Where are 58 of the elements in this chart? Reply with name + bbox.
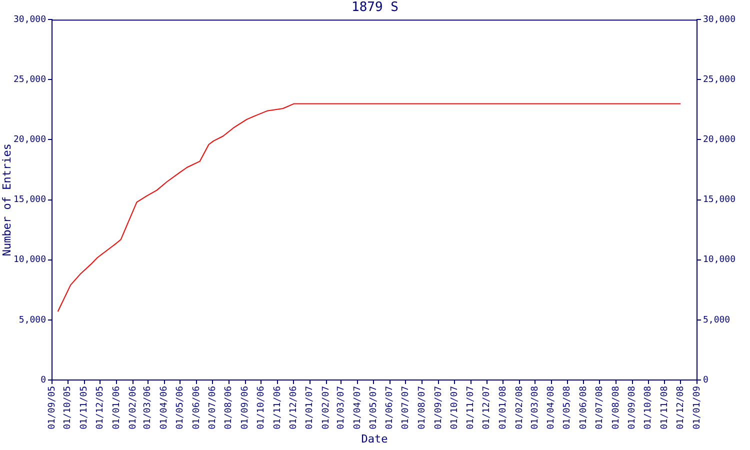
x-tick-label: 01/01/07	[305, 386, 316, 430]
x-tick-label: 01/07/08	[594, 386, 605, 430]
x-tick-label: 01/12/08	[676, 386, 686, 430]
x-tick-label: 01/09/07	[434, 386, 444, 430]
y2-tick-label: 20,000	[703, 135, 736, 146]
y2-tick-label: 10,000	[703, 255, 736, 266]
x-tick-label: 01/05/07	[368, 386, 379, 430]
x-tick-label: 01/03/06	[143, 386, 154, 430]
x-tick-label: 01/02/06	[128, 386, 138, 430]
y-tick-label: 0	[40, 375, 46, 386]
y2-tick-label: 15,000	[703, 195, 736, 206]
x-tick-label: 01/04/07	[352, 386, 363, 430]
y-tick-label: 20,000	[13, 135, 46, 146]
x-tick-label: 01/12/05	[96, 386, 106, 430]
x-tick-label: 01/10/05	[63, 386, 74, 430]
x-tick-label: 01/11/05	[80, 386, 90, 430]
x-tick-label: 01/08/07	[418, 386, 428, 430]
x-tick-label: 01/03/07	[336, 386, 346, 430]
x-tick-label: 01/05/08	[562, 386, 573, 430]
y-axis-title: Number of Entries	[0, 144, 14, 256]
x-tick-label: 01/02/07	[322, 386, 332, 430]
x-tick-label: 01/11/08	[660, 386, 670, 430]
x-tick-label: 01/09/06	[240, 386, 251, 430]
x-tick-label: 01/10/08	[644, 386, 654, 430]
x-tick-label: 01/11/06	[272, 386, 283, 430]
x-tick-label: 01/12/06	[288, 386, 299, 430]
x-tick-label: 01/04/06	[160, 386, 170, 430]
y2-tick-label: 25,000	[703, 75, 736, 86]
y2-tick-label: 0	[703, 375, 708, 386]
x-tick-label: 01/01/09	[692, 386, 702, 430]
x-axis-title: Date	[361, 432, 388, 446]
x-tick-label: 01/10/06	[256, 386, 267, 430]
y-tick-label: 30,000	[13, 14, 46, 25]
x-tick-label: 01/04/08	[546, 386, 557, 430]
y-tick-label: 5,000	[18, 315, 46, 326]
chart-title: 1879 S	[352, 0, 398, 16]
y2-tick-label: 5,000	[703, 315, 730, 326]
x-tick-label: 01/06/06	[192, 386, 202, 430]
x-tick-label: 01/11/07	[466, 386, 476, 430]
x-tick-label: 01/06/08	[579, 386, 590, 430]
x-tick-label: 01/01/08	[498, 386, 509, 430]
x-tick-label: 01/09/08	[628, 386, 638, 430]
y-tick-label: 10,000	[13, 255, 46, 266]
x-tick-label: 01/07/06	[208, 386, 218, 430]
x-tick-label: 01/12/07	[482, 386, 492, 430]
x-tick-label: 01/10/07	[450, 386, 460, 430]
x-tick-label: 01/01/06	[112, 386, 122, 430]
y2-tick-label: 30,000	[703, 14, 736, 25]
x-tick-label: 01/06/07	[385, 386, 396, 430]
x-tick-label: 01/08/06	[224, 386, 234, 430]
x-tick-label: 01/08/08	[611, 386, 622, 430]
y-tick-label: 15,000	[13, 195, 46, 206]
x-tick-label: 01/02/08	[514, 386, 525, 430]
x-tick-label: 01/05/06	[175, 386, 186, 430]
x-tick-label: 01/09/05	[47, 386, 58, 430]
y-tick-label: 25,000	[13, 75, 46, 86]
x-tick-label: 01/07/07	[401, 386, 412, 430]
x-tick-label: 01/03/08	[530, 386, 540, 430]
